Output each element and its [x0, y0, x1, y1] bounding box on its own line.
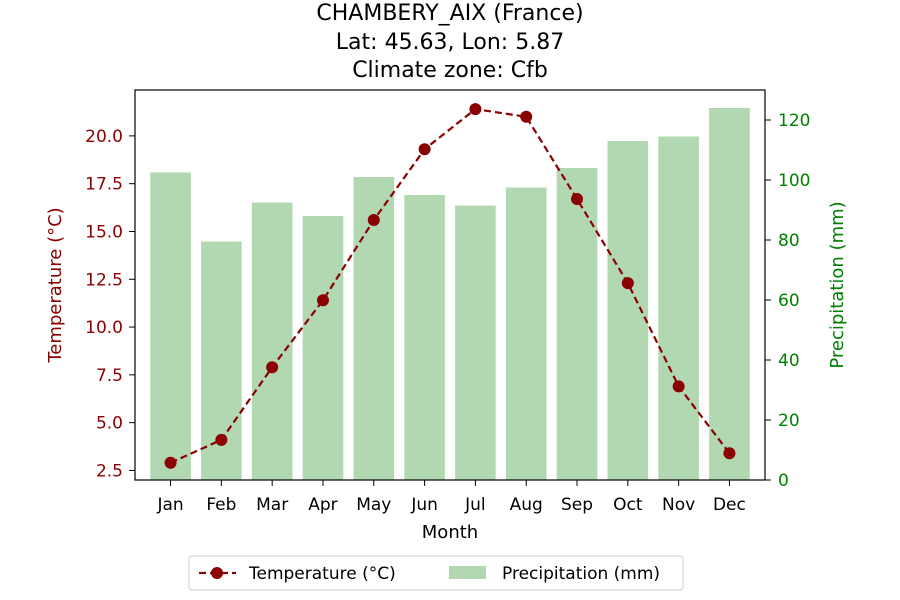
temperature-point [520, 110, 533, 123]
right-tick-label: 80 [778, 231, 800, 251]
temperature-line [164, 103, 736, 469]
temperature-point [418, 143, 431, 156]
temperature-point [723, 447, 736, 460]
left-tick-label: 20.0 [85, 127, 123, 147]
x-tick-label: Jan [156, 495, 183, 515]
right-tick-label: 0 [778, 471, 789, 491]
temperature-point [367, 214, 380, 226]
left-tick-label: 2.5 [96, 461, 123, 481]
x-tick-label: Jun [410, 495, 438, 515]
temperature-point [164, 456, 177, 469]
legend-precipitation-swatch [449, 566, 486, 579]
chart-legend: Temperature (°C) Precipitation (mm) [188, 555, 684, 591]
right-tick-label: 20 [778, 411, 800, 431]
precipitation-bar [353, 177, 395, 480]
precipitation-bar [150, 172, 191, 480]
left-tick-label: 5.0 [96, 414, 123, 434]
legend-precipitation-label: Precipitation (mm) [502, 564, 660, 584]
precipitation-bar [455, 205, 496, 480]
title-line-2: Lat: 45.63, Lon: 5.87 [336, 30, 564, 55]
legend-temperature-label: Temperature (°C) [248, 564, 396, 584]
x-axis: Jan Feb Mar Apr May Jun Jul Aug Sep Oct Nov Dec [156, 480, 746, 515]
legend-frame [188, 555, 684, 591]
left-tick-label: 17.5 [85, 175, 123, 195]
title-line-3: Climate zone: Cfb [352, 58, 548, 83]
temperature-point [621, 277, 634, 290]
left-y-axis-label: Temperature (°C) [45, 207, 66, 363]
right-tick-label: 40 [778, 351, 800, 371]
precipitation-bar [251, 202, 293, 480]
precipitation-bar [302, 216, 344, 480]
x-tick-label: Mar [256, 495, 288, 515]
x-tick-label: Aug [510, 495, 543, 515]
temperature-point [266, 361, 279, 374]
precipitation-bar [709, 108, 750, 480]
left-tick-label: 15.0 [85, 222, 123, 242]
x-tick-label: Oct [613, 495, 643, 515]
x-tick-label: Nov [662, 495, 695, 515]
right-tick-label: 100 [778, 171, 810, 191]
precipitation-bar [658, 136, 699, 480]
left-tick-label: 10.0 [85, 318, 123, 338]
x-tick-label: Sep [561, 495, 593, 515]
precipitation-bar [505, 187, 547, 480]
precipitation-bars [150, 108, 750, 480]
temperature-point [215, 433, 228, 446]
precipitation-bar [556, 168, 598, 480]
precipitation-bar [404, 195, 445, 480]
plot-area-frame [134, 89, 766, 481]
temperature-point [571, 192, 584, 205]
left-tick-label: 12.5 [85, 270, 123, 290]
x-tick-label: May [356, 495, 391, 515]
temperature-series-line [170, 107, 731, 464]
x-tick-label: Feb [206, 495, 236, 515]
title-line-1: CHAMBERY_AIX (France) [316, 1, 583, 26]
right-tick-label: 60 [778, 291, 800, 311]
temperature-point [672, 380, 685, 393]
left-y-axis: 2.5 5.0 7.5 10.0 12.5 15.0 17.5 20.0 [85, 127, 135, 481]
right-y-axis-label: Precipitation (mm) [827, 201, 848, 368]
right-tick-label: 120 [778, 111, 810, 131]
x-tick-label: Jul [464, 495, 486, 515]
x-tick-label: Apr [308, 495, 337, 515]
x-axis-label: Month [422, 522, 478, 543]
left-tick-label: 7.5 [96, 366, 123, 386]
legend-temperature-marker [211, 567, 223, 579]
temperature-point [469, 103, 482, 116]
right-y-axis: 0 20 40 60 80 100 120 [765, 111, 810, 491]
temperature-point [316, 294, 329, 307]
x-tick-label: Dec [713, 495, 746, 515]
chart-title: CHAMBERY_AIX (France) Lat: 45.63, Lon: 5… [316, 1, 583, 83]
